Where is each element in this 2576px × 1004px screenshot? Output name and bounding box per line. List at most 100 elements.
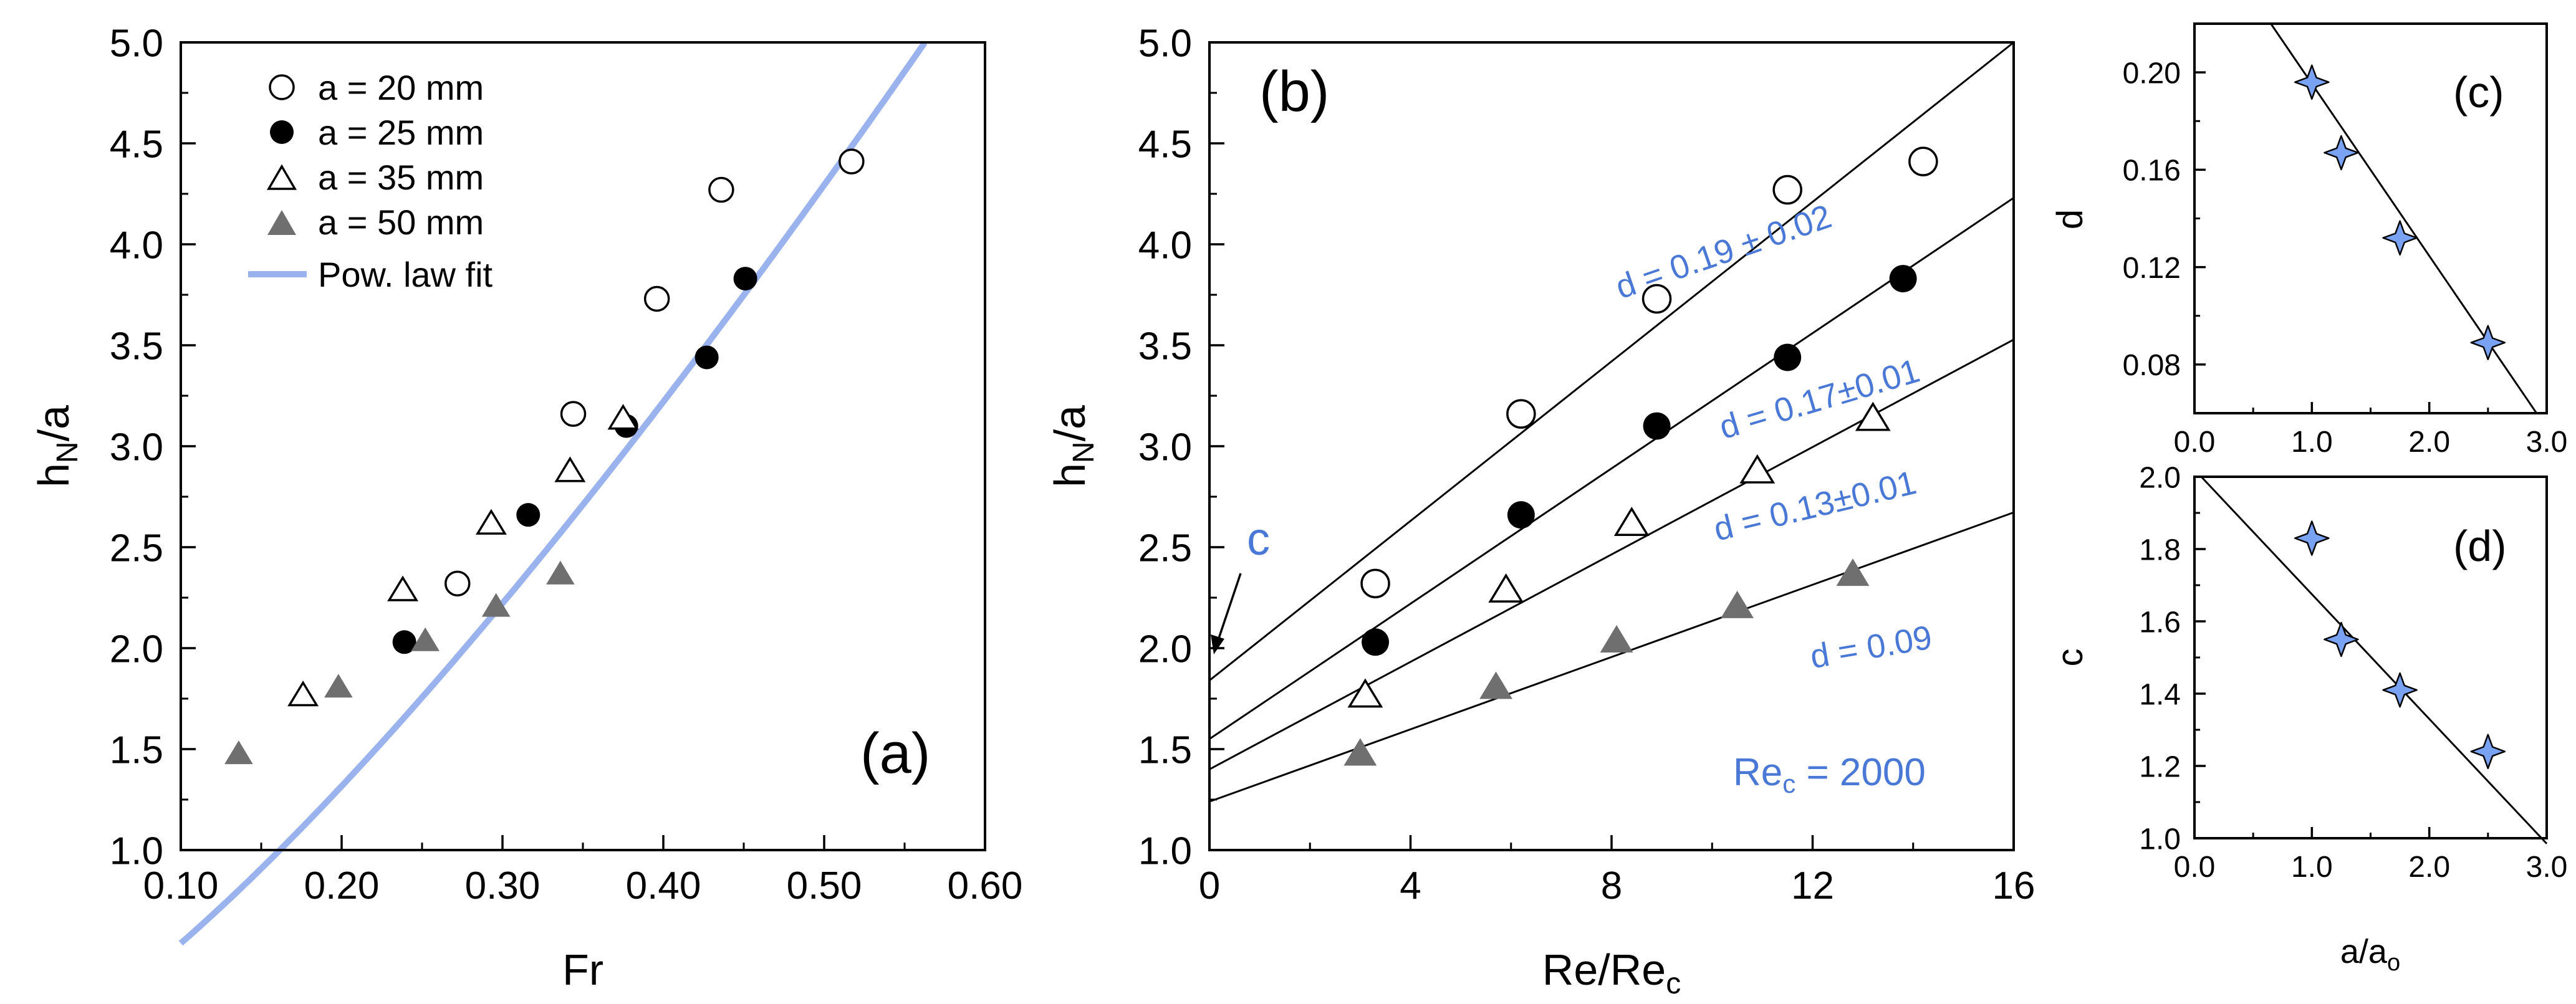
- a-point-open-triangle: [554, 456, 586, 482]
- b-fit-line: [1209, 197, 2014, 740]
- b-y-tick-label: 2.5: [1138, 527, 1192, 570]
- a-point-open-triangle: [387, 575, 418, 601]
- a-plot-frame: [180, 41, 986, 851]
- b-point-open-triangle: [1855, 401, 1891, 431]
- legend-entry-fit: Pow. law fit: [318, 255, 493, 294]
- d-point: [2382, 672, 2418, 708]
- d-x-axis-title-main: a/a: [2340, 933, 2388, 970]
- legend-marker-open-triangle: [266, 164, 297, 190]
- a-y-tick-label: 1.0: [110, 829, 163, 873]
- a-point-filled-circle: [516, 503, 541, 527]
- a-x-tick-label: 0.10: [143, 864, 219, 907]
- a-data-points: [224, 148, 865, 765]
- c-y-tick-label: 0.12: [2123, 252, 2181, 285]
- d-x-tick-label: 1.0: [2291, 851, 2333, 884]
- a-y-tick-label: 2.0: [110, 628, 163, 671]
- d-y-tick-label: 1.4: [2139, 678, 2181, 711]
- a-point-open-circle: [839, 148, 865, 175]
- a-x-tick-label: 0.20: [304, 864, 380, 907]
- a-y-tick-label: 2.5: [110, 527, 163, 570]
- a-y-tick-label: 1.5: [110, 729, 163, 772]
- a-power-law-fit-curve: [178, 41, 928, 946]
- a-point-filled-triangle: [546, 560, 575, 585]
- a-point-filled-circle: [392, 630, 416, 654]
- b-x-tick-label: 4: [1400, 864, 1421, 907]
- d-x-tick-label: 0.0: [2174, 851, 2216, 884]
- b-y-ticks: 1.0 1.5 2.0 2.5 3.0 3.5 4.0 4.5 5.0: [1138, 22, 1224, 873]
- b-intercept-label: c: [1247, 513, 1270, 565]
- d-panel-label: (d): [2453, 522, 2507, 570]
- a-point-open-triangle: [475, 509, 507, 535]
- b-x-axis-title-main: Re/Re: [1542, 945, 1666, 994]
- a-y-axis-title-main: h: [29, 463, 78, 487]
- legend-entry-a50: a = 50 mm: [318, 203, 484, 242]
- legend-marker-filled-circle: [270, 120, 294, 144]
- b-point-filled-triangle: [1343, 738, 1377, 766]
- b-x-tick-label: 12: [1791, 864, 1834, 907]
- d-point: [2294, 520, 2330, 556]
- a-point-open-triangle: [287, 680, 319, 707]
- b-point-filled-circle: [1507, 501, 1535, 529]
- c-panel-label: (c): [2453, 68, 2504, 117]
- c-x-tick-label: 0.0: [2174, 426, 2216, 459]
- d-y-tick-label: 2.0: [2139, 461, 2181, 494]
- b-point-filled-circle: [1774, 343, 1802, 371]
- c-y-axis-title: d: [2050, 209, 2090, 229]
- b-point-filled-triangle: [1600, 625, 1633, 653]
- d-y-tick-label: 1.0: [2139, 823, 2181, 856]
- c-x-tick-label: 3.0: [2526, 426, 2568, 459]
- b-y-tick-label: 1.5: [1138, 729, 1192, 772]
- c-y-tick-label: 0.16: [2123, 155, 2181, 188]
- d-y-axis-title: c: [2050, 649, 2090, 667]
- b-point-filled-circle: [1643, 412, 1671, 440]
- b-point-filled-triangle: [1836, 558, 1870, 586]
- legend-marker-filled-triangle: [267, 210, 296, 235]
- b-point-filled-triangle: [1479, 671, 1512, 699]
- a-point-filled-triangle: [324, 674, 353, 698]
- a-point-filled-circle: [694, 345, 719, 370]
- b-fit-lines: [1209, 41, 2014, 803]
- a-x-tick-label: 0.50: [787, 864, 862, 907]
- b-x-axis-title: Re/Rec: [1542, 945, 1681, 1000]
- b-y-tick-label: 4.5: [1138, 123, 1192, 166]
- c-plot-frame: [2193, 22, 2548, 414]
- b-point-open-circle: [1641, 284, 1672, 314]
- c-point: [2470, 325, 2506, 360]
- a-x-tick-label: 0.40: [626, 864, 701, 907]
- d-point: [2470, 734, 2506, 770]
- b-x-axis-title-sub: c: [1666, 967, 1681, 1000]
- legend-entry-a25: a = 25 mm: [318, 113, 484, 152]
- a-panel-label: (a): [860, 722, 930, 785]
- c-point: [2294, 64, 2330, 100]
- d-data-points: [2294, 520, 2506, 770]
- b-panel-label: (b): [1259, 60, 1329, 123]
- a-point-filled-triangle: [481, 593, 511, 617]
- d-fit-line: [2200, 476, 2548, 844]
- b-fit-line: [1209, 511, 2014, 803]
- a-legend: a = 20 mm a = 25 mm a = 35 mm a = 50 mm …: [248, 68, 493, 294]
- d-point: [2324, 621, 2359, 657]
- b-point-open-circle: [1360, 568, 1390, 599]
- b-x-tick-label: 16: [1992, 864, 2035, 907]
- b-y-axis-title-main: h: [1045, 463, 1094, 487]
- a-point-filled-circle: [733, 267, 757, 291]
- b-fit-line: [1209, 41, 2014, 682]
- c-x-tick-label: 1.0: [2291, 426, 2333, 459]
- a-x-ticks: 0.10 0.20 0.30 0.40 0.50 0.60: [143, 835, 1023, 907]
- legend-marker-open-circle: [269, 74, 295, 100]
- a-point-filled-triangle: [224, 740, 253, 765]
- a-y-tick-label: 4.0: [110, 224, 163, 267]
- b-y-tick-label: 5.0: [1138, 22, 1192, 65]
- a-y-tick-label: 5.0: [110, 22, 163, 65]
- b-point-filled-circle: [1362, 628, 1390, 656]
- a-y-axis-title-tail: /a: [29, 405, 78, 441]
- c-point: [2324, 135, 2359, 171]
- b-point-open-triangle: [1488, 573, 1524, 603]
- b-x-tick-label: 0: [1199, 864, 1220, 907]
- a-x-tick-label: 0.60: [948, 864, 1023, 907]
- a-y-ticks: 1.0 1.5 2.0 2.5 3.0 3.5 4.0 4.5 5.0: [110, 22, 196, 873]
- b-rec-annotation: Rec = 2000: [1733, 751, 1926, 798]
- b-y-tick-label: 3.0: [1138, 426, 1192, 469]
